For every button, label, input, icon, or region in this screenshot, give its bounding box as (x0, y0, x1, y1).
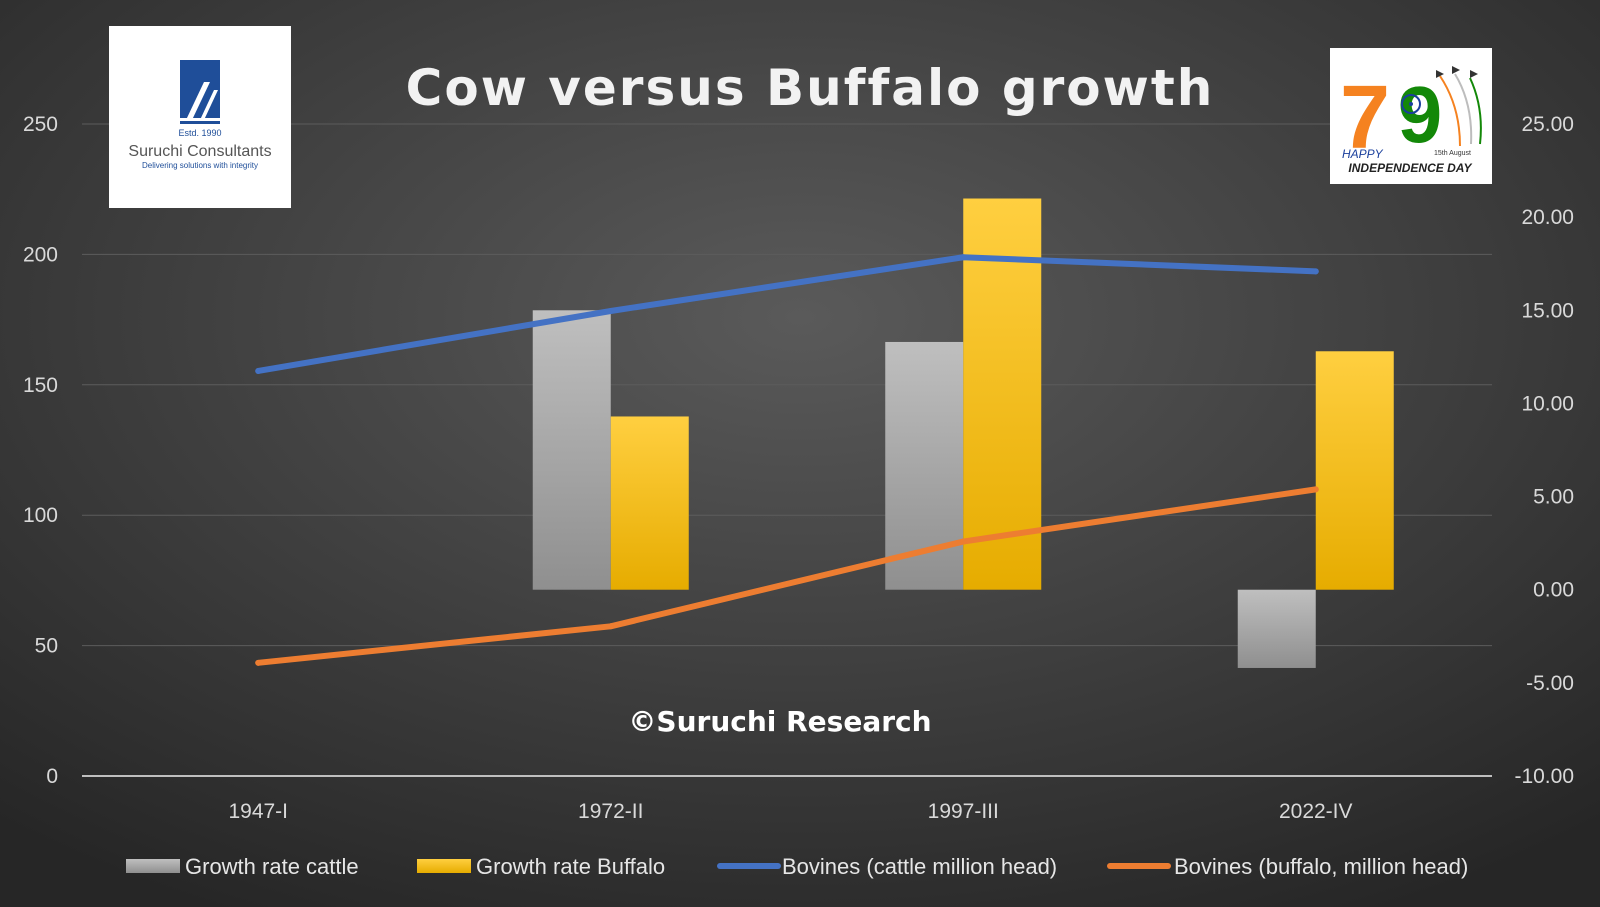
category-label: 2022-IV (1279, 800, 1353, 823)
category-label: 1947-I (228, 800, 288, 823)
category-label: 1972-II (578, 800, 643, 823)
line-point (607, 623, 614, 630)
chart-title: Cow versus Buffalo growth (406, 59, 1215, 117)
line-point (960, 538, 967, 545)
line-point (255, 367, 262, 374)
legend: Growth rate cattle Growth rate Buffalo Bov… (126, 854, 1468, 879)
legend-label: Bovines (buffalo, million head) (1174, 854, 1468, 879)
right-tick-label: 25.00 (1521, 113, 1574, 136)
suruchi-tagline: Delivering solutions with integrity (142, 161, 258, 170)
watermark: ©Suruchi Research (628, 705, 931, 738)
bar-buffalo (610, 416, 689, 590)
bar-series (532, 198, 1394, 668)
jets-icon (1436, 66, 1482, 147)
right-tick-label: 0.00 (1533, 579, 1574, 602)
suruchi-estd: Estd. 1990 (178, 128, 221, 138)
bar-buffalo (963, 198, 1042, 590)
left-tick-label: 200 (23, 243, 58, 266)
left-tick-label: 0 (46, 765, 58, 788)
line-cattle (255, 254, 1319, 374)
legend-label: Growth rate Buffalo (476, 854, 665, 879)
right-axis-ticks: -10.00 -5.00 0.00 5.00 10.00 15.00 20.00 25.00 (1514, 113, 1574, 788)
right-tick-label: 5.00 (1533, 486, 1574, 509)
gridlines (82, 123, 1492, 777)
left-tick-label: 100 (23, 504, 58, 527)
suruchi-name: Suruchi Consultants (128, 143, 271, 160)
line-point (607, 307, 614, 314)
right-tick-label: 20.00 (1521, 206, 1574, 229)
bar-cattle (532, 310, 611, 590)
left-tick-label: 250 (23, 113, 58, 136)
legend-swatch (417, 859, 471, 873)
right-tick-label: -10.00 (1514, 765, 1574, 788)
line-point (960, 254, 967, 261)
bar-cattle (1237, 589, 1316, 668)
line-point (1312, 268, 1319, 275)
suruchi-mark-icon (178, 60, 222, 124)
logo-nine: 9 (1398, 70, 1443, 159)
ashoka-chakra-icon (1401, 94, 1421, 114)
legend-swatch (126, 859, 180, 873)
category-labels: 1947-I 1972-II 1997-III 2022-IV (228, 800, 1352, 823)
right-tick-label: 10.00 (1521, 392, 1574, 415)
left-tick-label: 150 (23, 374, 58, 397)
logo-date: 15th August (1434, 150, 1471, 157)
suruchi-logo: Estd. 1990 Suruchi Consultants Deliverin… (109, 26, 291, 208)
logo-happy: HAPPY (1342, 147, 1384, 161)
line-buffalo (255, 486, 1319, 666)
right-tick-label: 15.00 (1521, 299, 1574, 322)
left-tick-label: 50 (35, 635, 58, 658)
bar-buffalo (1315, 351, 1394, 590)
legend-label: Bovines (cattle million head) (782, 854, 1057, 879)
independence-day-logo: 7 9 HAPPY 15th August INDEPENDENCE DAY (1330, 48, 1492, 184)
legend-label: Growth rate cattle (185, 854, 359, 879)
right-tick-label: -5.00 (1526, 672, 1574, 695)
left-axis-ticks: 0 50 100 150 200 250 (23, 113, 58, 788)
line-point (1312, 486, 1319, 493)
line-series (255, 254, 1319, 666)
line-point (255, 659, 262, 666)
logo-seven: 7 (1340, 68, 1390, 168)
logo-independence-day: INDEPENDENCE DAY (1348, 161, 1472, 175)
category-label: 1997-III (928, 800, 999, 823)
